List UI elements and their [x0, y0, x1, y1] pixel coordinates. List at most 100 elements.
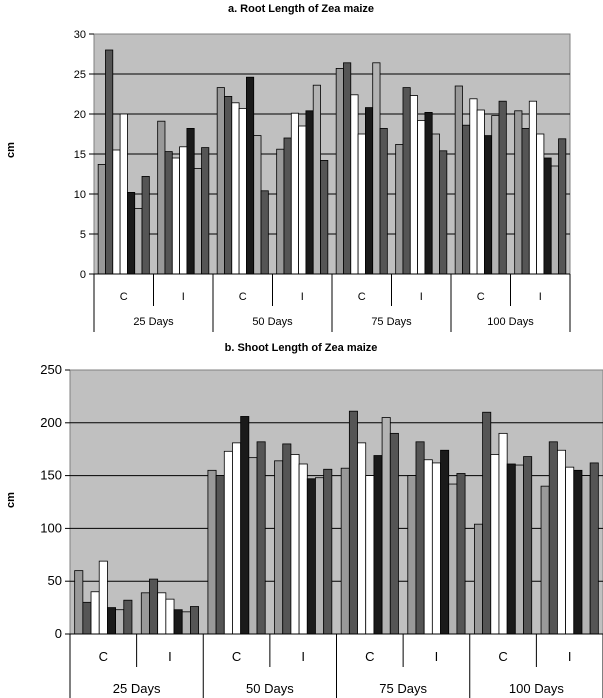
bar [74, 570, 84, 635]
bar [224, 96, 233, 275]
bar [216, 87, 225, 275]
bar [514, 110, 523, 275]
bar [557, 449, 566, 635]
bar [476, 109, 485, 275]
y-tick-label: 250 [40, 362, 62, 377]
x-tick-label: C [358, 291, 366, 303]
x-group-label: 25 Days [133, 316, 174, 328]
y-tick-label: 25 [74, 69, 86, 81]
bar [573, 469, 583, 635]
y-tick-label: 5 [80, 229, 86, 241]
bar [305, 110, 314, 275]
bar [474, 523, 483, 635]
bar [181, 611, 191, 635]
bar [282, 443, 292, 635]
bar [581, 475, 591, 635]
bar [521, 127, 530, 275]
bar [389, 432, 399, 635]
bar [395, 143, 404, 275]
bar [207, 469, 217, 635]
y-axis-label: cm [5, 142, 17, 158]
bar [171, 157, 180, 275]
bar [372, 62, 381, 275]
bar [157, 592, 167, 635]
bar [407, 475, 417, 635]
bar [149, 578, 159, 635]
bar [312, 84, 321, 275]
bar [127, 191, 136, 275]
x-tick-label: C [365, 649, 374, 664]
bar [454, 85, 463, 275]
bar [528, 100, 537, 275]
bar [381, 417, 391, 635]
bar [179, 146, 188, 275]
bar [246, 76, 255, 275]
bar [514, 464, 524, 635]
x-tick-label: I [420, 291, 423, 303]
x-group-label: 100 Days [509, 681, 564, 696]
bar [409, 95, 418, 275]
bar [82, 601, 92, 635]
bar [424, 112, 433, 275]
y-axis-label: cm [5, 492, 17, 508]
bar [558, 138, 567, 275]
bar [165, 598, 175, 635]
bar [417, 120, 426, 275]
bar [456, 473, 466, 635]
bar [423, 459, 433, 635]
chart-title: b. Shoot Length of Zea maize [225, 342, 378, 354]
bar [498, 432, 508, 635]
x-tick-label: C [477, 291, 485, 303]
bar [119, 113, 128, 275]
bar [350, 94, 359, 275]
bar [348, 410, 358, 635]
bar [201, 147, 210, 275]
y-tick-label: 15 [74, 149, 86, 161]
bar [548, 441, 558, 635]
bar [105, 49, 114, 275]
y-tick-label: 10 [74, 189, 86, 201]
y-tick-label: 150 [40, 468, 62, 483]
x-tick-label: I [568, 649, 572, 664]
x-tick-label: I [301, 649, 305, 664]
bar [379, 127, 388, 275]
bar [491, 115, 500, 275]
bar [115, 609, 125, 635]
x-tick-label: C [239, 291, 247, 303]
bar [315, 477, 325, 635]
bar [439, 150, 448, 275]
bar [565, 466, 575, 635]
bar [440, 449, 450, 635]
bar [469, 98, 478, 275]
bar [157, 120, 166, 275]
x-tick-label: I [539, 291, 542, 303]
bar [431, 133, 440, 275]
bar [186, 127, 195, 275]
x-tick-label: I [301, 291, 304, 303]
y-tick-label: 200 [40, 415, 62, 430]
bar [283, 137, 292, 275]
bar [448, 483, 458, 635]
bar [164, 151, 173, 275]
bar [274, 460, 284, 635]
bar [140, 592, 150, 635]
bar [340, 467, 350, 635]
bar [231, 102, 240, 275]
bar [506, 463, 516, 635]
x-tick-label: C [498, 649, 507, 664]
bar [402, 87, 411, 275]
bar [540, 485, 550, 635]
bar [365, 107, 374, 275]
bar [365, 475, 375, 635]
bar [253, 135, 262, 275]
x-tick-label: I [435, 649, 439, 664]
bar [335, 68, 344, 275]
bar [248, 457, 258, 635]
x-group-label: 50 Days [252, 316, 293, 328]
bar [238, 108, 247, 275]
bar [306, 478, 316, 635]
x-group-label: 100 Days [487, 316, 534, 328]
bar [256, 441, 266, 635]
bar [107, 607, 116, 635]
bar [112, 149, 121, 275]
